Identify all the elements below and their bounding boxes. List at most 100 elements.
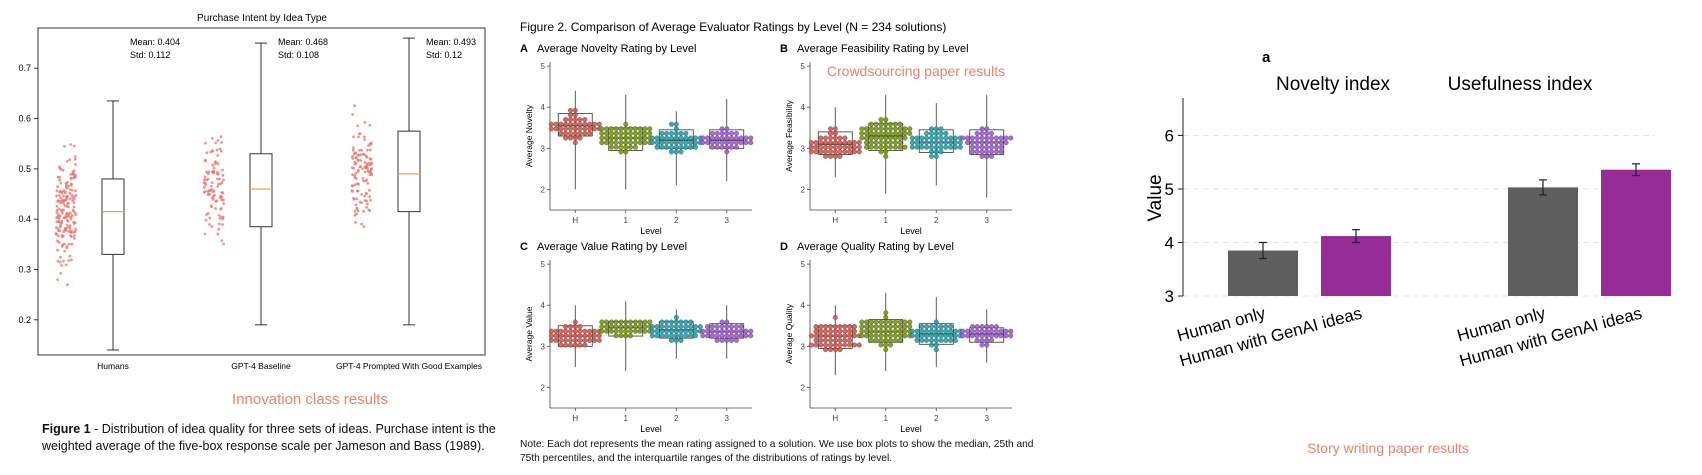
figure1-scatter-point <box>57 207 61 211</box>
figure2-dot <box>960 135 966 141</box>
figure2-dot <box>563 342 569 348</box>
figure2-dot <box>705 328 710 334</box>
figure2-dot <box>948 144 954 150</box>
figure2-dot <box>852 333 857 339</box>
figure2-dot <box>628 324 633 330</box>
figure2-dot <box>979 342 985 348</box>
figure2-dot <box>572 117 578 123</box>
figure2-dot <box>719 135 725 141</box>
figure2-dot <box>974 149 980 155</box>
figure1-scatter-point <box>367 188 371 192</box>
figure2-dot <box>823 140 829 146</box>
figure2-dot <box>878 328 884 334</box>
figure1-scatter-point <box>211 163 215 167</box>
figure1-scatter-point <box>67 259 71 262</box>
figure1-scatter-point <box>217 227 221 231</box>
figure2-dot <box>984 153 990 159</box>
figure2-ytick-label: 4 <box>541 301 546 310</box>
figure2-dot <box>998 144 1004 150</box>
figure2-dot <box>873 126 879 132</box>
figure2-dot <box>669 324 674 330</box>
figure2-dot <box>892 121 898 127</box>
figure2-dot <box>852 140 857 146</box>
figure2-dot <box>852 149 857 155</box>
figure2-dot <box>632 126 638 132</box>
figure2-dot <box>907 126 913 132</box>
figure2-dot <box>837 342 843 348</box>
figure1-scatter-point <box>72 169 76 172</box>
figure1-scatter-point <box>210 188 214 192</box>
figure2-dot <box>965 135 970 141</box>
figure2-dot <box>1003 328 1009 334</box>
figure2-dot <box>714 135 720 141</box>
figure2-dot <box>678 319 684 325</box>
figure2-dot <box>948 140 954 146</box>
figure2-dot <box>548 328 554 334</box>
figure2-dot <box>909 328 915 334</box>
figure2-dot <box>969 333 975 339</box>
figure2-dot <box>563 130 569 136</box>
figure2-dot <box>738 135 744 141</box>
figure2-dot <box>832 324 838 330</box>
figure2-dot <box>642 126 648 132</box>
figure2-dot <box>613 135 619 141</box>
figure2-dot <box>818 144 824 150</box>
figure1-scatter-point <box>60 221 64 225</box>
figure1-scatter-point <box>363 121 367 124</box>
figure2-dot <box>714 337 720 343</box>
figure2-ytick-label: 4 <box>541 103 546 112</box>
figure2-dot <box>669 328 674 334</box>
figure2-dot <box>859 324 865 330</box>
figure2-ytick-label: 5 <box>801 62 806 71</box>
figure1-scatter-point <box>63 216 66 220</box>
figure2-dot <box>868 121 874 127</box>
figure2-dot <box>673 314 679 320</box>
figure2-dot <box>678 328 684 334</box>
figure2-xtick-label: 1 <box>624 216 629 225</box>
figure2-dot <box>618 324 624 330</box>
figure2-dot <box>582 117 588 123</box>
figure2-dot <box>724 324 730 330</box>
figure2-dot <box>618 140 624 146</box>
figure2-ylabel: Average Feasibility <box>784 99 794 171</box>
figure2-panels: A Average Novelty Rating by Level 2 3 4 5 Aver… <box>520 43 1014 434</box>
figure1-scatter-point <box>368 142 372 146</box>
figure2-dot <box>832 130 838 136</box>
figure3-ytick-label: 5 <box>1165 180 1174 199</box>
figure2-panel-title: Average Quality Rating by Level <box>797 241 954 253</box>
figure1-scatter-point <box>360 148 363 152</box>
figure1-scatter-point <box>67 242 71 246</box>
figure2-dot <box>596 333 602 339</box>
figure1-scatter-point <box>60 244 64 248</box>
figure1-scatter-point <box>364 166 368 170</box>
figure2-dot <box>683 140 689 146</box>
figure2-dot <box>683 324 689 330</box>
figure1-scatter-point <box>219 135 223 139</box>
figure2-xtick-label: 3 <box>985 414 990 423</box>
figure2-dot <box>948 328 954 334</box>
figure2-dot <box>888 140 893 146</box>
figure2-dot <box>733 337 739 343</box>
figure2-dot <box>832 347 838 353</box>
figure2-dot <box>592 328 597 334</box>
figure2-dot <box>709 328 715 334</box>
figure2-dot <box>878 130 884 136</box>
figure1-scatter-point <box>71 208 75 212</box>
figure2-dot <box>979 126 985 132</box>
figure2-dot <box>673 337 679 343</box>
figure2-dot <box>608 140 614 146</box>
figure2-dot <box>748 333 754 339</box>
figure1-scatter-point <box>58 214 62 218</box>
figure1-scatter-point <box>358 200 362 204</box>
figure2-dot <box>664 135 670 141</box>
figure2-dot <box>673 319 679 325</box>
figure2-dot <box>960 328 966 334</box>
figure2-dot <box>604 328 609 334</box>
figure2-dot <box>568 121 573 127</box>
figure2-dot <box>563 337 569 343</box>
figure2-dot <box>599 328 605 334</box>
figure1-scatter-point <box>69 143 73 146</box>
figure1-scatter-point <box>362 135 366 139</box>
figure1-scatter-point <box>59 208 63 212</box>
figure2-dot <box>837 140 843 146</box>
